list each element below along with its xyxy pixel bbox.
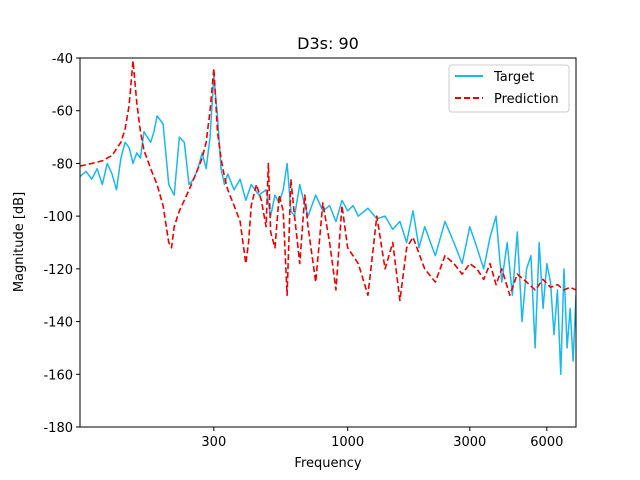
chart-title: D3s: 90 [297,34,359,53]
y-axis-label: Magnitude [dB] [12,192,27,292]
y-tick-label: -120 [43,263,73,278]
y-axis: -180 -160 -140 -120 -100 -80 -60 -40 [43,52,80,436]
x-tick-label: 3000 [453,435,486,450]
x-axis: 300 1000 3000 6000 [201,427,563,450]
x-tick-label: 300 [201,435,226,450]
legend: Target Prediction [448,64,570,113]
x-axis-label: Frequency [294,456,361,471]
series-line-prediction [80,59,576,302]
y-tick-label: -140 [43,316,73,331]
x-tick-label: 6000 [530,435,563,450]
y-tick-label: -180 [43,421,73,436]
y-tick-label: -60 [52,105,73,120]
y-tick-label: -100 [43,210,73,225]
x-tick-label: 1000 [331,435,364,450]
plot-frame [79,57,577,428]
y-tick-label: -80 [52,157,73,172]
y-tick-label: -40 [52,52,73,67]
series-layer [80,59,576,376]
legend-label-prediction: Prediction [494,92,559,107]
y-tick-label: -160 [43,368,73,383]
series-line-target [80,75,576,376]
legend-label-target: Target [493,70,534,85]
